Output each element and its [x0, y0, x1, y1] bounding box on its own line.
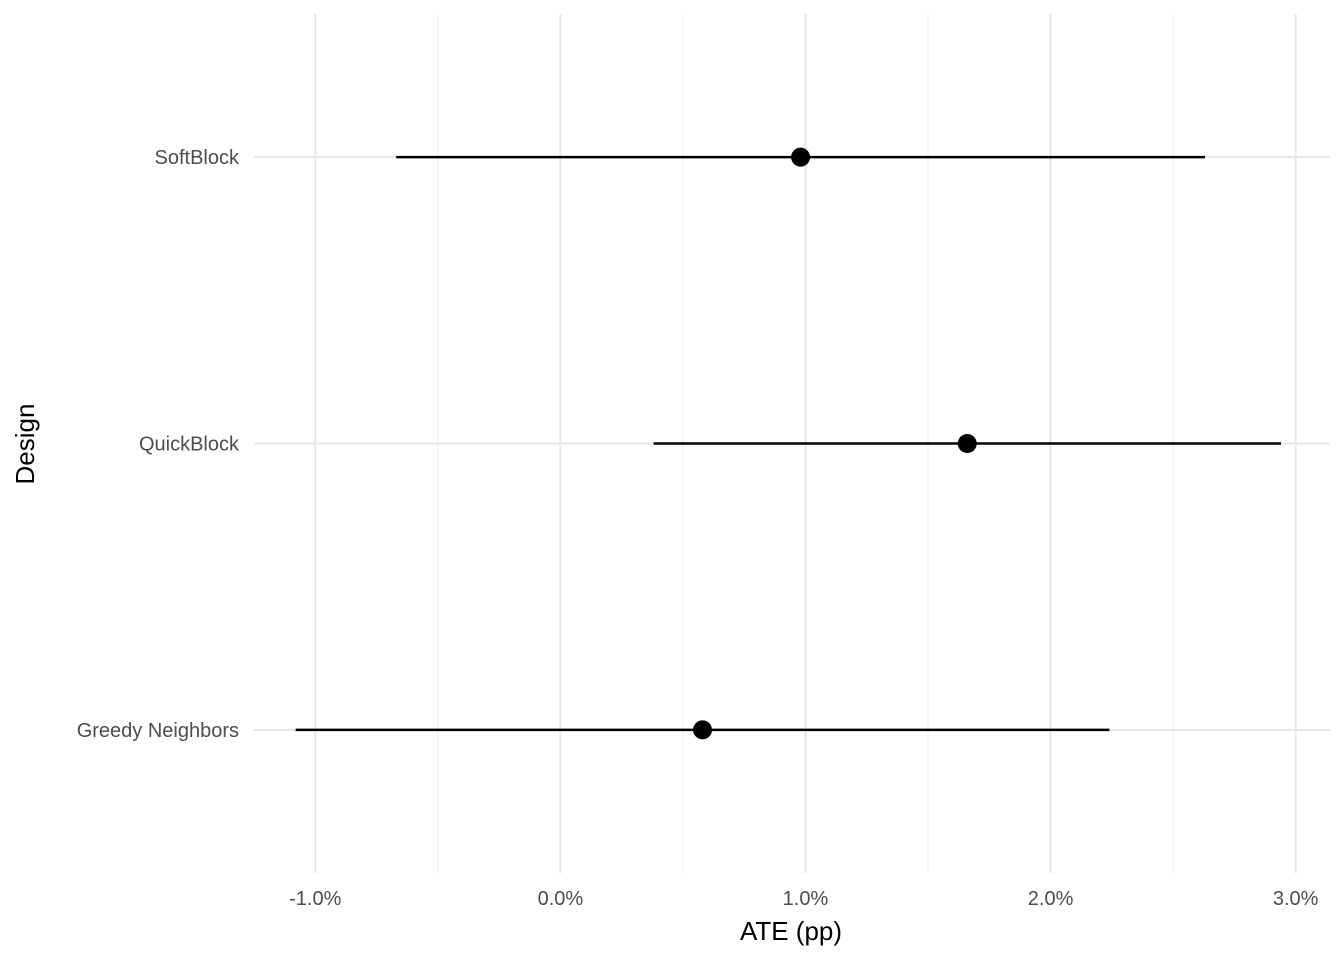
y-axis-title: Design [10, 404, 40, 485]
y-tick-label: SoftBlock [155, 147, 240, 169]
tick-label-layer: -1.0% 0.0% 1.0% 2.0% 3.0% SoftBlock QuickBlock… [77, 147, 1319, 910]
point-estimate [791, 147, 811, 167]
point-estimate-layer [693, 147, 977, 740]
x-tick-label: -1.0% [289, 888, 341, 910]
y-tick-label: QuickBlock [139, 434, 240, 456]
x-tick-label: 2.0% [1028, 888, 1074, 910]
x-tick-label: 1.0% [783, 888, 829, 910]
point-estimate [693, 720, 713, 740]
x-tick-label: 0.0% [538, 888, 584, 910]
y-tick-label: Greedy Neighbors [77, 720, 239, 742]
x-axis-title: ATE (pp) [740, 916, 842, 946]
x-tick-label: 3.0% [1273, 888, 1319, 910]
point-estimate [957, 434, 977, 453]
